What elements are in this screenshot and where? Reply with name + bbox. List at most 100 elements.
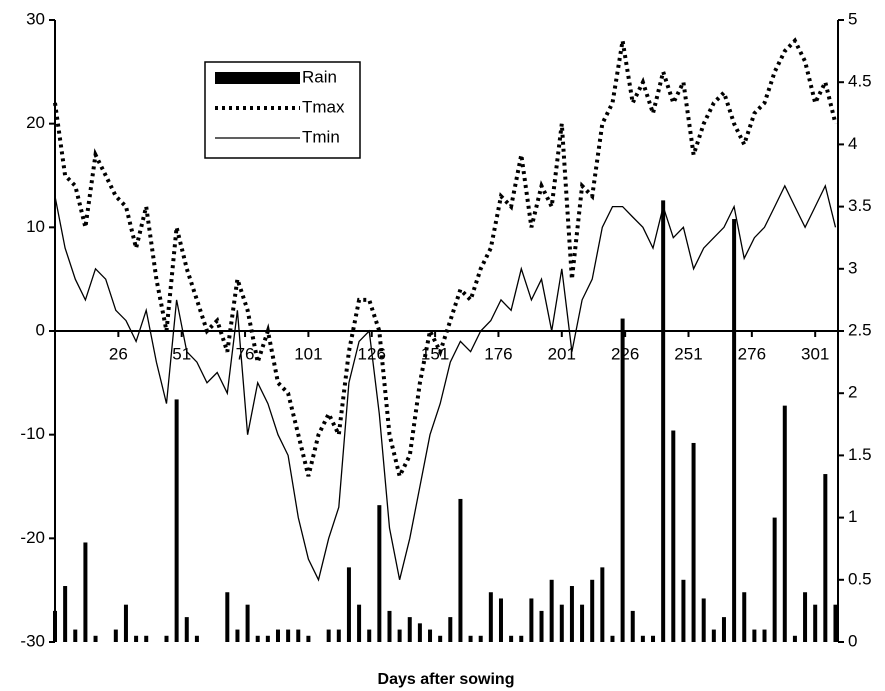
line-tmax (53, 37, 838, 482)
rain-bar (286, 629, 291, 642)
rain-bar (478, 635, 483, 642)
rain-bar (620, 318, 625, 642)
rain-bar (255, 635, 260, 642)
rain-bar (296, 629, 301, 642)
rain-bar (113, 629, 118, 642)
rain-bar (448, 617, 453, 642)
rain-bar (691, 442, 696, 642)
rain-bar (823, 474, 828, 642)
rain-bar (569, 586, 574, 642)
rain-bar (377, 505, 382, 642)
rain-bar (559, 604, 564, 642)
rain-bar (762, 629, 767, 642)
y-tick-label: 20 (26, 113, 45, 132)
rain-bar (417, 623, 422, 642)
rain-bar (630, 610, 635, 642)
y-tick-label: -30 (20, 631, 45, 650)
y-tick-label: 30 (26, 9, 45, 28)
rain-bar (640, 635, 645, 642)
y-tick-label: 10 (26, 217, 45, 236)
y-tick-label: -20 (20, 528, 45, 547)
rain-bar (387, 610, 392, 642)
rain-bar (661, 200, 666, 642)
rain-bar (245, 604, 250, 642)
rain-bar (144, 635, 149, 642)
rain-bar (438, 635, 443, 642)
rain-bar (498, 598, 503, 642)
rain-bar (326, 629, 331, 642)
y2-tick-label: 4 (848, 134, 857, 153)
y2-tick-label: 0 (848, 631, 857, 650)
rain-bar (134, 635, 139, 642)
rain-bar (590, 579, 595, 642)
x-tick-label: 251 (674, 344, 702, 363)
rain-bar (711, 629, 716, 642)
legend-swatch (215, 72, 300, 84)
rain-bar (610, 635, 615, 642)
x-tick-label: 101 (294, 344, 322, 363)
rain-bar (225, 592, 230, 642)
rain-bar (123, 604, 128, 642)
line-tmin (54, 184, 837, 582)
x-tick-label: 276 (738, 344, 766, 363)
rain-bar (580, 604, 585, 642)
rain-bar (468, 635, 473, 642)
x-tick-label: 226 (611, 344, 639, 363)
rain-bar (174, 399, 179, 642)
rain-bar (458, 498, 463, 642)
rain-bar (529, 598, 534, 642)
rain-bar (164, 635, 169, 642)
y2-tick-label: 5 (848, 9, 857, 28)
rain-bar (235, 629, 240, 642)
x-tick-label: 301 (801, 344, 829, 363)
rain-bar (306, 635, 311, 642)
rain-bar (681, 579, 686, 642)
x-tick-label: 26 (109, 344, 128, 363)
rain-bar (73, 629, 78, 642)
rain-bar (752, 629, 757, 642)
rain-bar (93, 635, 98, 642)
y2-tick-label: 2 (848, 383, 857, 402)
rain-bar (813, 604, 818, 642)
y2-tick-label: 3.5 (848, 196, 872, 215)
legend-label: Tmax (302, 97, 345, 116)
rain-bar (275, 629, 280, 642)
rain-bar (519, 635, 524, 642)
y2-tick-label: 1 (848, 507, 857, 526)
legend-label: Tmin (302, 127, 340, 146)
rain-bar (63, 586, 68, 642)
rain-bar (265, 635, 270, 642)
y2-tick-label: 0.5 (848, 569, 872, 588)
rain-bar (509, 635, 514, 642)
rain-bar (428, 629, 433, 642)
rain-bar (194, 635, 199, 642)
rain-bar (83, 542, 88, 642)
rain-bar (803, 592, 808, 642)
rain-bar (721, 617, 726, 642)
y2-tick-label: 3 (848, 258, 857, 277)
y-tick-label: -10 (20, 424, 45, 443)
legend-label: Rain (302, 67, 337, 86)
rain-bar (651, 635, 656, 642)
y2-tick-label: 2.5 (848, 320, 872, 339)
rain-bar (772, 517, 777, 642)
rain-bar (184, 617, 189, 642)
rain-bar (539, 610, 544, 642)
rain-bar (336, 629, 341, 642)
y-tick-label: 0 (36, 320, 45, 339)
rain-bar (549, 579, 554, 642)
rain-bar (346, 567, 351, 642)
rain-bar (407, 617, 412, 642)
rain-bar (701, 598, 706, 642)
x-tick-label: 76 (236, 344, 255, 363)
rain-bar (742, 592, 747, 642)
rain-bar (792, 635, 797, 642)
rain-bar (782, 405, 787, 642)
rain-bar (600, 567, 605, 642)
rain-bar (488, 592, 493, 642)
rain-bar (397, 629, 402, 642)
x-axis-label: Days after sowing (378, 671, 515, 688)
rain-bar (357, 604, 362, 642)
